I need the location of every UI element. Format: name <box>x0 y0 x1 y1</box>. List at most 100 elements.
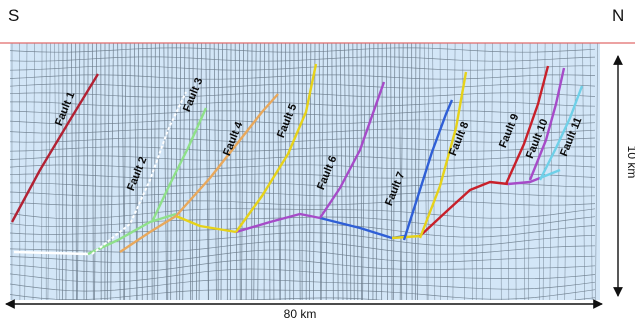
fault-trace-9 <box>504 65 550 185</box>
south-label: S <box>8 6 20 25</box>
mesh-vertical-line <box>507 43 510 300</box>
mesh-vertical-line <box>331 43 334 300</box>
mesh-vertical-line <box>106 43 110 300</box>
mesh-vertical-line <box>58 43 60 300</box>
mesh-vertical-line <box>375 43 379 300</box>
mesh-vertical-line <box>257 43 261 300</box>
mesh-vertical-line <box>205 43 209 300</box>
fault-lines <box>10 63 584 255</box>
mesh-vertical-line <box>47 43 51 300</box>
mesh-vertical-line <box>564 43 568 300</box>
mesh-grid <box>10 43 598 300</box>
mesh-vertical-line <box>75 43 77 300</box>
detachment-segment <box>175 214 237 234</box>
mesh-vertical-line <box>582 43 585 300</box>
fault-trace-2 <box>91 91 187 255</box>
mesh-vertical-line <box>163 43 168 300</box>
mesh-vertical-line <box>191 43 194 300</box>
mesh-vertical-line <box>150 43 153 300</box>
mesh-vertical-line <box>240 43 245 300</box>
mesh-vertical-line <box>207 43 211 300</box>
mesh-vertical-line <box>490 43 493 300</box>
mesh-vertical-line <box>469 43 473 300</box>
mesh-vertical-line <box>432 43 436 300</box>
mesh-vertical-line <box>589 43 593 300</box>
mesh-vertical-line <box>439 43 441 300</box>
mesh-vertical-line <box>229 43 232 300</box>
mesh-vertical-line <box>417 43 421 300</box>
mesh-vertical-line <box>537 43 540 300</box>
fault-trace-6 <box>319 81 386 219</box>
mesh-vertical-line <box>24 43 28 300</box>
mesh-vertical-line <box>198 43 203 300</box>
mesh-vertical-line <box>390 43 393 300</box>
mesh-vertical-line <box>475 43 478 300</box>
mesh-vertical-line <box>220 43 224 300</box>
mesh-vertical-line <box>272 43 275 300</box>
mesh-vertical-line <box>70 43 74 300</box>
mesh-vertical-line <box>94 43 98 300</box>
mesh-vertical-line <box>499 43 502 300</box>
detachment-segment <box>119 214 177 253</box>
mesh-vertical-line <box>245 43 249 300</box>
mesh-vertical-line <box>372 43 375 300</box>
mesh-vertical-line <box>263 43 266 300</box>
detachment-surfaces <box>13 168 561 256</box>
mesh-vertical-line <box>368 43 371 300</box>
mesh-vertical-line <box>325 43 329 300</box>
mesh-vertical-line <box>398 43 403 300</box>
mesh-vertical-line <box>196 43 198 300</box>
mesh-vertical-line <box>253 43 257 300</box>
mesh-vertical-line <box>110 43 114 300</box>
mesh-vertical-line <box>226 43 228 300</box>
mesh-vertical-line <box>170 43 173 300</box>
fault-trace-7 <box>402 99 454 241</box>
detachment-segment <box>87 212 177 256</box>
mesh-vertical-line <box>343 43 348 300</box>
mesh-vertical-line <box>136 43 140 300</box>
mesh-vertical-line <box>335 43 339 300</box>
mesh-vertical-line <box>385 43 388 300</box>
mesh-vertical-line <box>549 43 553 300</box>
mesh-vertical-line <box>268 43 271 300</box>
mesh-vertical-line <box>406 43 408 300</box>
mesh-vertical-line <box>182 43 186 300</box>
mesh-vertical-line <box>153 43 156 300</box>
mesh-vertical-line <box>188 43 192 300</box>
horizontal-scale-label: 80 km <box>284 307 317 321</box>
mesh-vertical-line <box>312 43 316 300</box>
detachment-segment <box>419 180 509 237</box>
mesh-vertical-line <box>411 43 413 300</box>
mesh-vertical-line <box>234 43 238 300</box>
fault-trace-5 <box>235 63 318 233</box>
mesh-vertical-line <box>123 43 127 300</box>
mesh-vertical-line <box>32 43 35 300</box>
detachment-segment <box>539 168 561 180</box>
mesh-vertical-line <box>452 43 456 300</box>
mesh-vertical-line <box>117 43 121 300</box>
mesh-vertical-line <box>141 43 144 300</box>
mesh-vertical-line <box>352 43 355 300</box>
mesh-vertical-line <box>76 43 81 300</box>
mesh-vertical-line <box>65 43 68 300</box>
north-label: N <box>612 6 625 25</box>
mesh-vertical-line <box>320 43 324 300</box>
mesh-vertical-line <box>356 43 359 300</box>
mesh-vertical-line <box>86 43 89 300</box>
mesh-vertical-line <box>238 43 241 300</box>
mesh-vertical-line <box>399 43 404 300</box>
mesh-vertical-line <box>279 43 282 300</box>
detachment-segment <box>13 250 89 256</box>
mesh-vertical-line <box>179 43 182 300</box>
mesh-vertical-line <box>91 43 94 300</box>
fault-trace-4 <box>175 93 279 217</box>
mesh-vertical-line <box>62 43 64 300</box>
detachment-segment <box>507 176 541 186</box>
mesh-vertical-line <box>157 43 161 300</box>
detachment-segment <box>235 212 321 234</box>
mesh-vertical-line <box>54 43 58 300</box>
vertical-scale-label: 10 km <box>625 146 635 179</box>
fault-trace-11 <box>538 85 584 181</box>
